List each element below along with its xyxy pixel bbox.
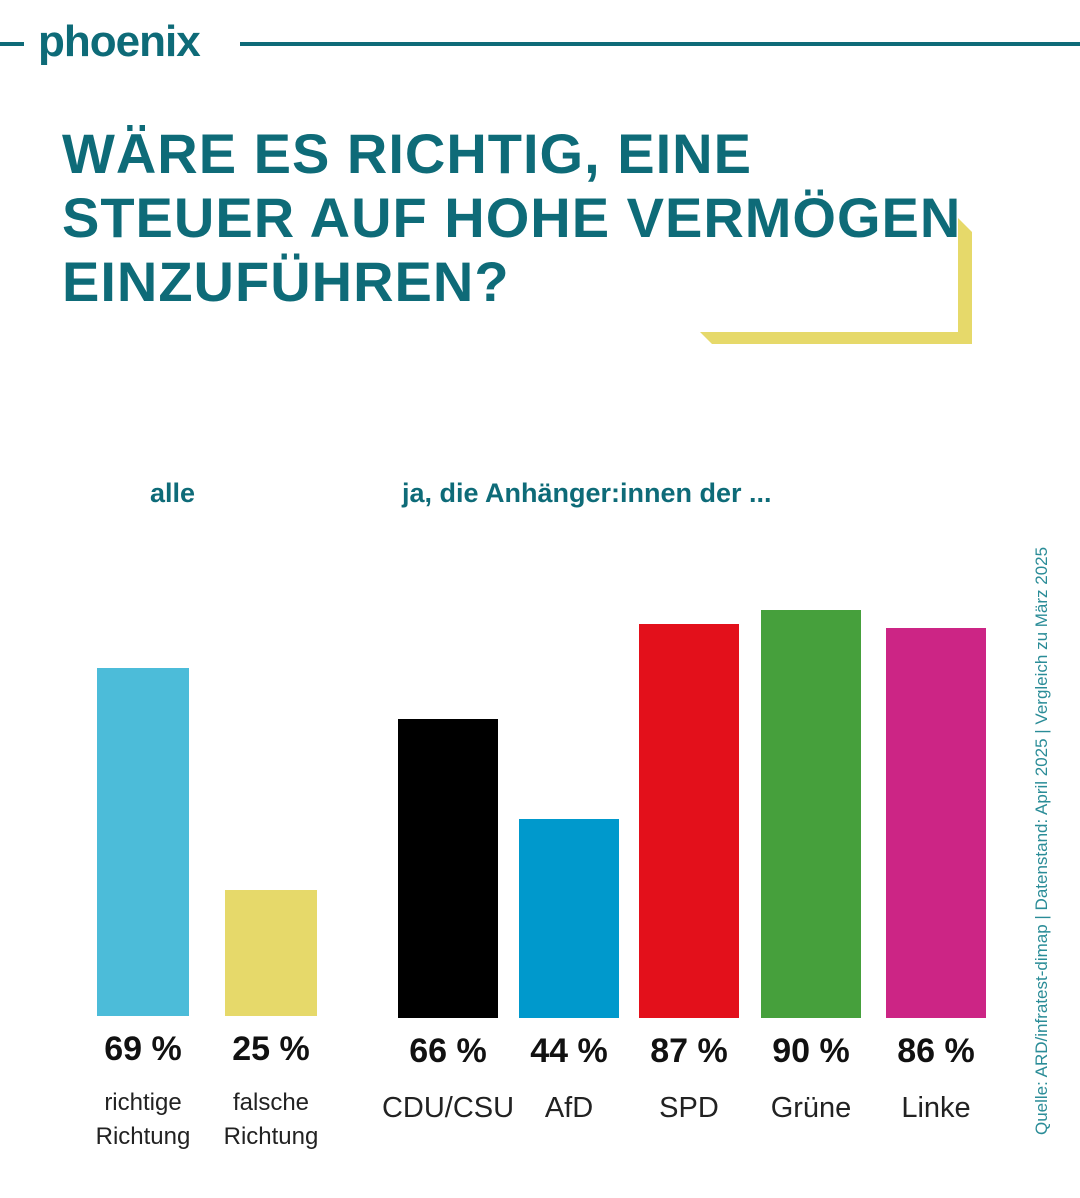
bar-richtige-richtung: [97, 668, 189, 1016]
value-label-linke: 86 %: [897, 1032, 975, 1070]
bar-afd: [519, 818, 619, 1018]
value-label-cdu-csu: 66 %: [409, 1032, 487, 1070]
category-label-falsche-richtung: falsche Richtung: [223, 1089, 319, 1150]
bar-cdu-csu: [398, 719, 498, 1018]
category-label-cdu-csu: CDU/CSU: [381, 1092, 515, 1124]
bar-linke: [886, 628, 986, 1018]
header: phoenix: [0, 0, 1080, 90]
value-label-afd: 44 %: [530, 1032, 608, 1070]
category-label-spd: SPD: [659, 1092, 719, 1124]
value-label-falsche-richtung: 25 %: [232, 1030, 310, 1068]
bar-spd: [639, 623, 739, 1018]
category-label-richtige-richtung: richtige Richtung: [95, 1089, 191, 1150]
value-label-richtige-richtung: 69 %: [104, 1030, 182, 1068]
category-label-linke: Linke: [901, 1092, 971, 1124]
value-label-spd: 87 %: [650, 1032, 728, 1070]
value-label-grüne: 90 %: [772, 1032, 850, 1070]
group-label-parties: ja, die Anhänger:innen der ...: [402, 478, 772, 508]
category-label-grüne: Grüne: [770, 1092, 852, 1124]
header-rule-left: [0, 42, 24, 46]
source-note: Quelle: ARD/infratest-dimap | Datenstand…: [1032, 546, 1051, 1135]
bar-grüne: [761, 610, 861, 1018]
category-label-afd: AfD: [544, 1092, 594, 1124]
page-title: WÄRE ES RICHTIG, EINE STEUER AUF HOHE VE…: [62, 122, 962, 313]
header-rule-right: [240, 42, 1080, 46]
bar-falsche-richtung: [225, 890, 317, 1016]
group-label-alle: alle: [150, 478, 196, 508]
phoenix-logo: phoenix: [38, 17, 201, 66]
